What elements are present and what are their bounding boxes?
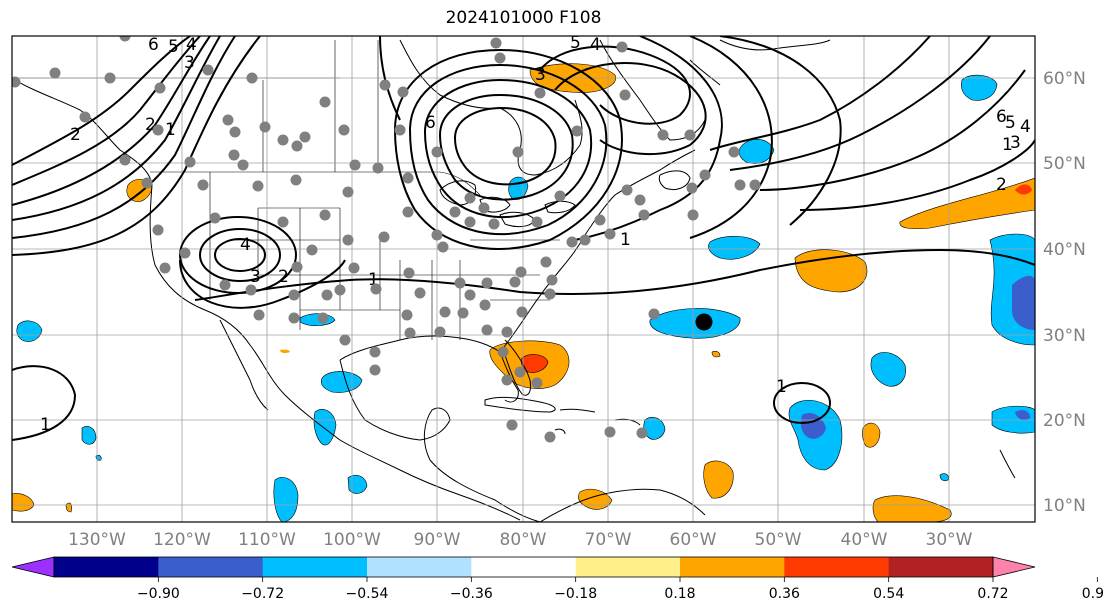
lat-label: 30°N <box>1043 326 1086 346</box>
lon-label: 100°W <box>323 530 381 550</box>
colorbar-segment <box>367 557 472 577</box>
contour-label: 3 <box>1010 133 1021 153</box>
contour-label: 1 <box>620 230 631 250</box>
contour-label: 3 <box>250 267 261 287</box>
colorbar-low-extend <box>11 556 55 578</box>
map-frame <box>11 35 1036 523</box>
colorbar-segment <box>54 557 159 577</box>
colorbar-tick-label: −0.90 <box>137 586 180 602</box>
contour-label: 2 <box>278 267 289 287</box>
contour-label: 3 <box>184 53 195 73</box>
lon-label: 90°W <box>414 530 461 550</box>
colorbar-tick-label: −0.72 <box>241 586 284 602</box>
colorbar-tick-label: 0.36 <box>769 586 800 602</box>
contour-label: 4 <box>590 35 601 55</box>
lon-label: 50°W <box>755 530 802 550</box>
colorbar-segment <box>680 557 785 577</box>
contour-label: 5 <box>1005 113 1016 133</box>
lat-label: 10°N <box>1043 496 1086 516</box>
colorbar-tick-label: −0.54 <box>346 586 389 602</box>
contour-label: 4 <box>186 35 197 55</box>
lon-label: 60°W <box>670 530 717 550</box>
contour-label: 6 <box>425 113 436 133</box>
contour-label: 4 <box>240 235 251 255</box>
contour-labels: 6 5 4 3 2 1 6 5 4 3 2 1 4 3 2 1 1 1 1 2 … <box>40 33 1031 435</box>
contour-label: 2 <box>145 115 156 135</box>
latitude-axis: 60°N 50°N 40°N 30°N 20°N 10°N <box>1043 69 1086 516</box>
contour-label: 1 <box>40 415 51 435</box>
colorbar-segment <box>262 557 368 577</box>
colorbar-segment <box>888 557 994 577</box>
contour-label: 3 <box>535 65 546 85</box>
colorbar-segment <box>158 557 264 577</box>
contour-label: 6 <box>996 107 1007 127</box>
lat-label: 20°N <box>1043 411 1086 431</box>
colorbar-frame <box>53 556 994 578</box>
lon-label: 120°W <box>153 530 211 550</box>
colorbar-segment <box>784 557 890 577</box>
contour-label: 4 <box>1020 117 1031 137</box>
height-contours <box>12 36 1035 441</box>
lon-label: 40°W <box>841 530 888 550</box>
lat-label: 40°N <box>1043 240 1086 260</box>
colorbar-tick-label: 0.54 <box>873 586 904 602</box>
colorbar-tick-label: 0.18 <box>664 586 695 602</box>
contour-label: 1 <box>776 377 787 397</box>
colorbar-tick-label: −0.36 <box>450 586 493 602</box>
lon-label: 80°W <box>500 530 547 550</box>
contour-label: 6 <box>148 35 159 55</box>
colorbar-tick-label: −0.18 <box>554 586 597 602</box>
contour-label: 5 <box>570 33 581 53</box>
contour-label: 2 <box>996 175 1007 195</box>
colorbar: −0.90 −0.72 −0.54 −0.36 −0.18 0.18 0.36 0.54 0.7… <box>11 556 1105 602</box>
longitude-axis: 130°W 120°W 110°W 100°W 90°W 80°W 70°W 6… <box>68 530 973 550</box>
lat-label: 50°N <box>1043 154 1086 174</box>
colorbar-tick-label: 0.90 <box>1082 586 1105 602</box>
lon-label: 30°W <box>926 530 973 550</box>
lon-label: 110°W <box>238 530 296 550</box>
contour-label: 1 <box>368 270 379 290</box>
colorbar-tick-label: 0.72 <box>977 586 1008 602</box>
lon-label: 70°W <box>585 530 632 550</box>
storm-center-marker <box>695 313 713 331</box>
contour-label: 5 <box>168 37 179 57</box>
colorbar-segment <box>575 557 681 577</box>
lat-label: 60°N <box>1043 69 1086 89</box>
station-markers <box>12 36 761 443</box>
colorbar-high-extend <box>992 556 1036 578</box>
contour-label: 2 <box>70 125 81 145</box>
contour-label: 1 <box>165 120 176 140</box>
contour-label: 1 <box>1002 135 1013 155</box>
colorbar-segment <box>471 557 577 577</box>
lon-label: 130°W <box>68 530 126 550</box>
map-title: 2024101000 F108 <box>445 8 602 28</box>
